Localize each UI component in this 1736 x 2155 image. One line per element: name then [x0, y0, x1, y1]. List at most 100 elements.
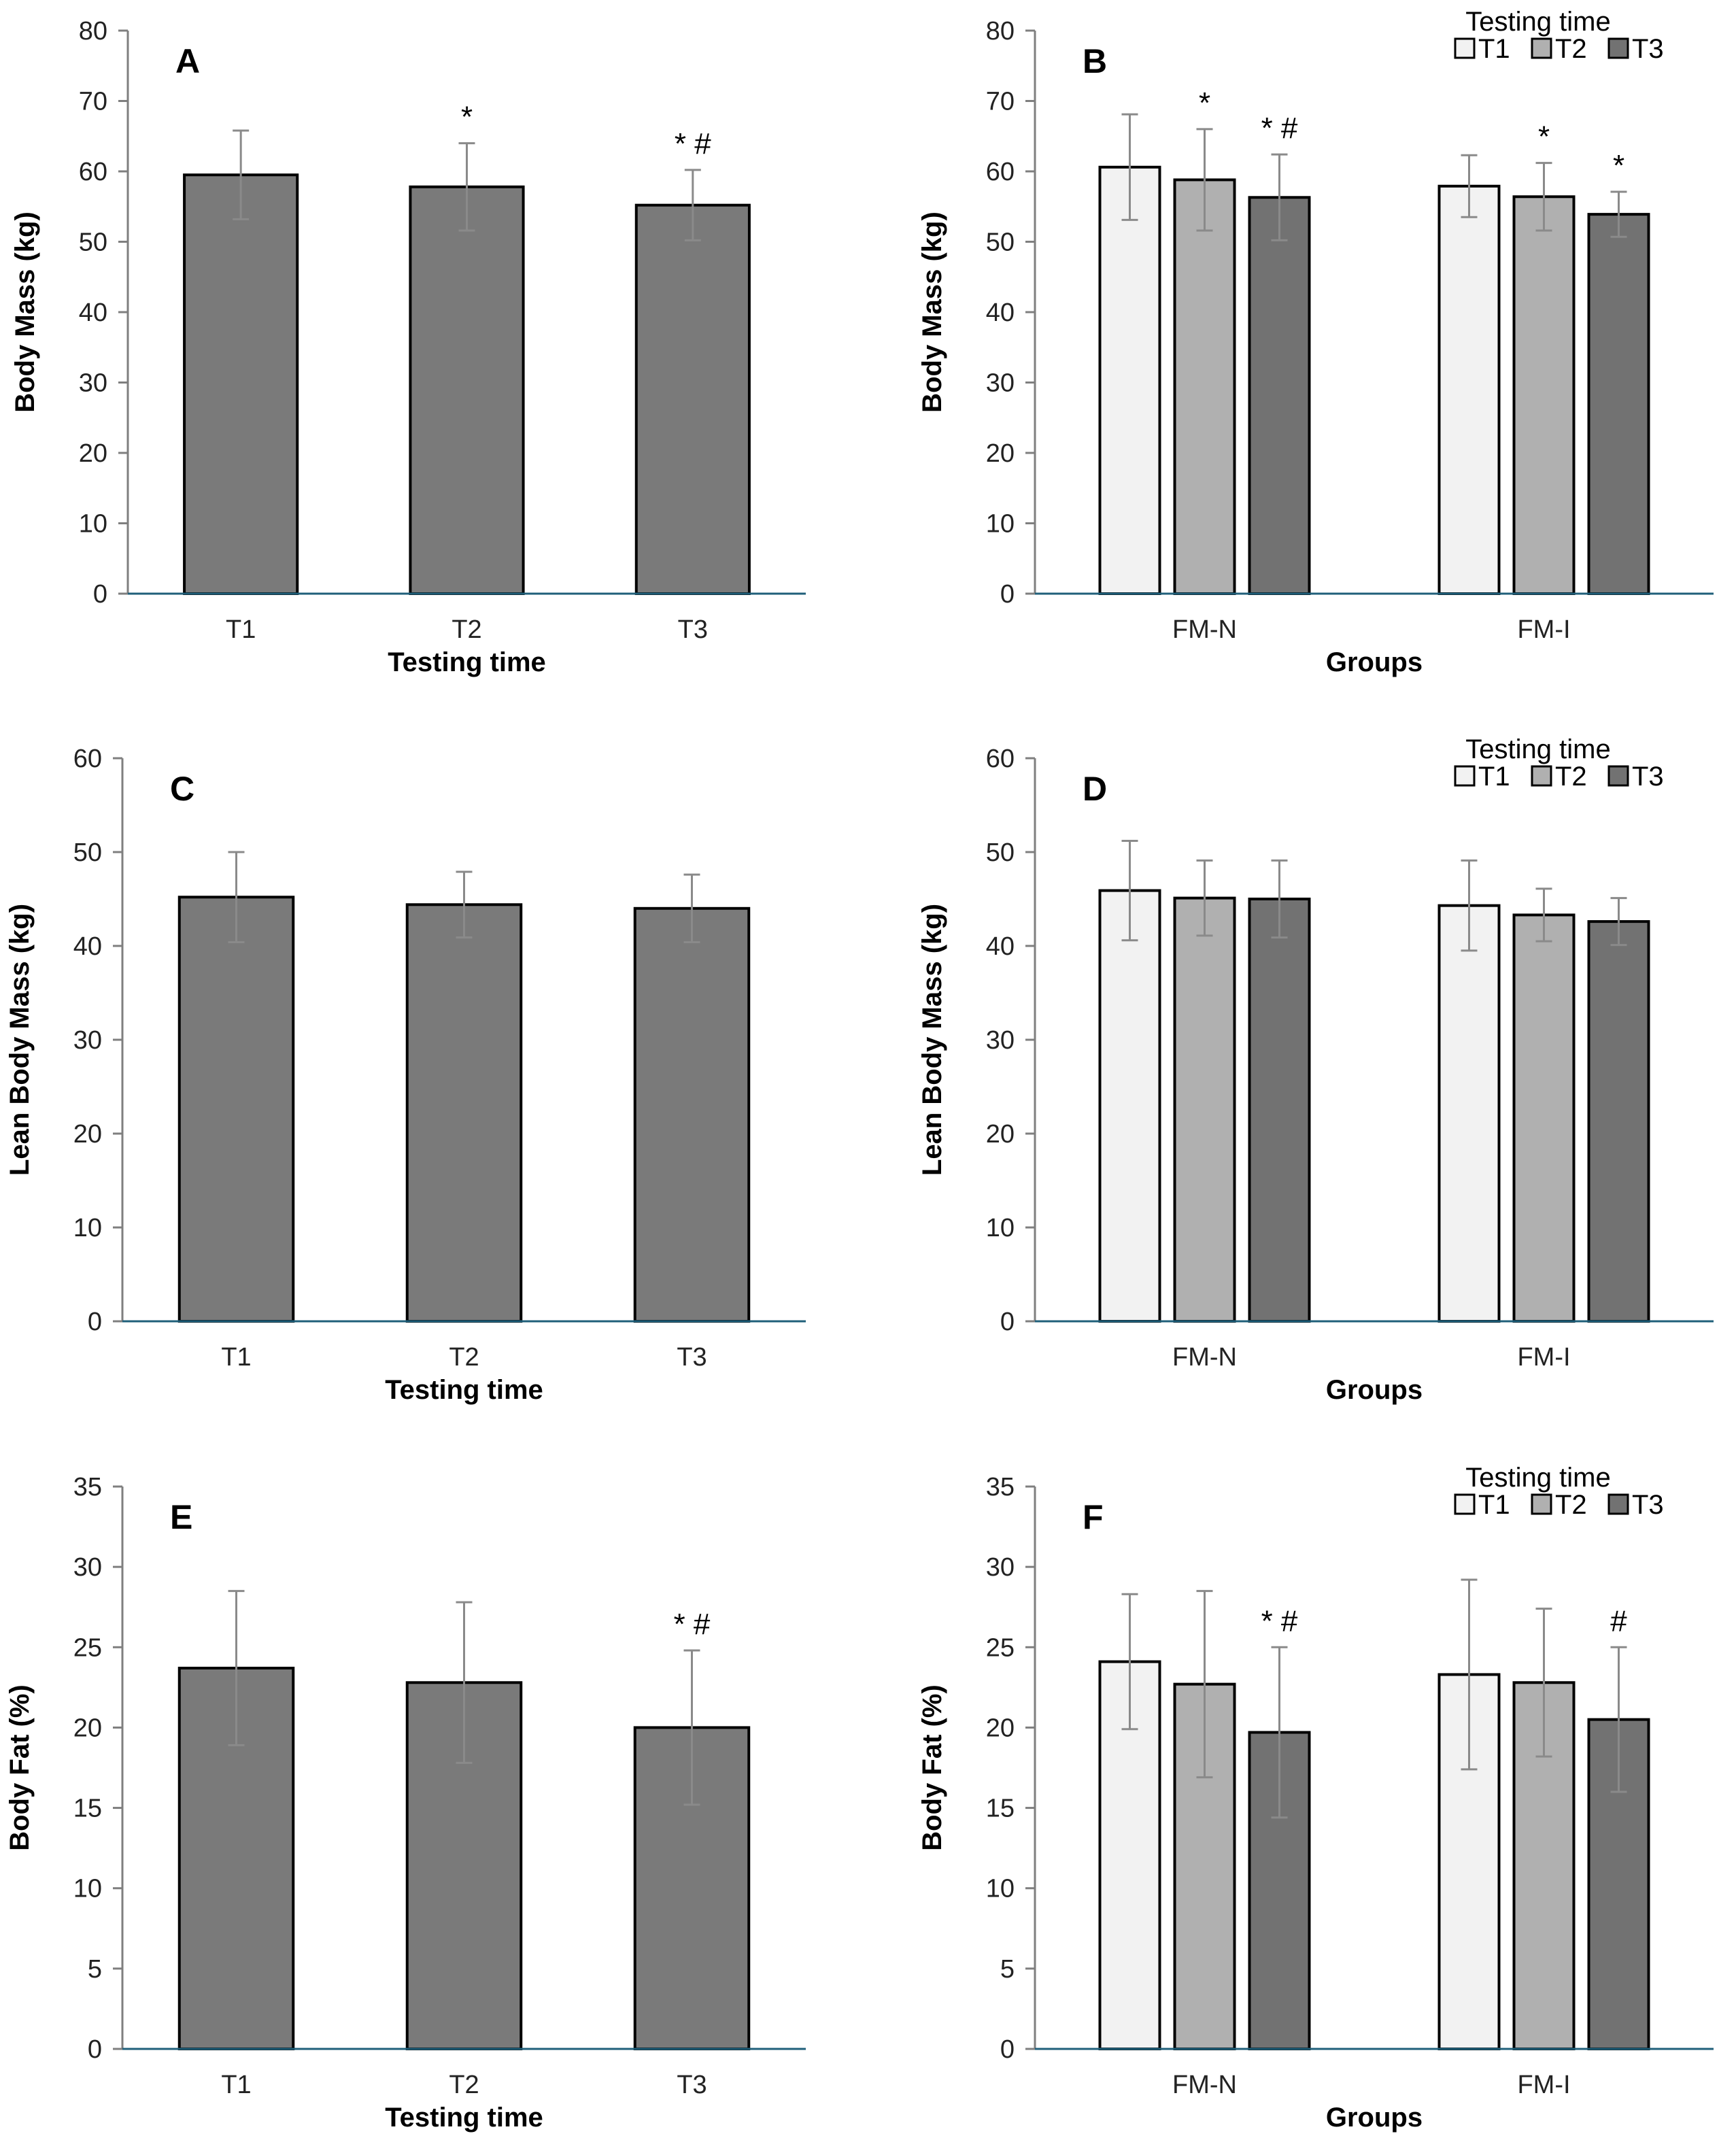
y-tick-label: 10: [73, 1875, 102, 1903]
x-axis-title: Testing time: [385, 2103, 543, 2133]
x-axis-title: Groups: [1326, 647, 1423, 677]
bar-t3: [634, 203, 751, 595]
panel-e: 0 5 10 15 20 25 30 35 Body Fat (%) E T1 T2 * # T3 Test…: [5, 1473, 806, 2133]
y-tick-label: 15: [73, 1795, 102, 1823]
legend-label-t1: T1: [1478, 34, 1510, 64]
x-tick-label: FM-N: [1172, 2071, 1237, 2099]
legend-label-t2: T2: [1555, 1490, 1587, 1520]
panel-d: 0 10 20 30 40 50 60 Lean Body Mass (kg) D FM-N FM-…: [917, 734, 1714, 1405]
y-tick-label: 70: [79, 88, 107, 116]
panel-letter: F: [1083, 1498, 1104, 1536]
y-tick-label: 20: [73, 1120, 102, 1149]
significance-label: *: [1538, 120, 1550, 154]
bar-fm-n-t3: [1248, 898, 1311, 1323]
legend-label-t3: T3: [1632, 34, 1664, 64]
legend-swatch-t1: [1454, 37, 1476, 59]
y-tick-label: 50: [986, 838, 1015, 867]
bar-fm-i-t2: [1512, 195, 1576, 595]
y-tick-label: 80: [79, 17, 107, 46]
panel-a: 0 10 20 30 40 50 60 70 80 Body Mass (kg) A T1 * T2 * #…: [10, 17, 806, 677]
y-tick-label: 60: [73, 745, 102, 773]
y-tick-label: 0: [1000, 2035, 1015, 2064]
legend-title: Testing time: [1465, 734, 1610, 764]
bar-fm-i-t3: [1587, 920, 1650, 1323]
x-tick-label: T2: [449, 2071, 479, 2099]
y-tick-label: 60: [986, 158, 1015, 186]
bar-fm-n-t2: [1173, 896, 1236, 1323]
legend-swatch-t3: [1607, 1493, 1629, 1515]
bar-fm-i-t1: [1437, 184, 1501, 595]
x-tick-label: FM-I: [1517, 1343, 1570, 1372]
legend-swatch-t2: [1531, 1493, 1552, 1515]
panel-b: 0 10 20 30 40 50 60 70 80 Body Mass (kg) B * * # FM-N…: [917, 7, 1714, 677]
y-tick-label: 30: [986, 369, 1015, 398]
y-tick-label: 5: [88, 1955, 102, 1984]
y-tick-label: 50: [73, 838, 102, 867]
y-axis-title: Lean Body Mass (kg): [917, 904, 947, 1176]
bar-fm-n-t1: [1098, 889, 1161, 1323]
y-tick-label: 60: [986, 745, 1015, 773]
x-axis-title: Testing time: [385, 1375, 543, 1405]
legend-label-t1: T1: [1478, 762, 1510, 792]
panel-letter: C: [170, 770, 194, 808]
y-tick-label: 30: [986, 1026, 1015, 1055]
x-axis-title: Testing time: [388, 647, 546, 677]
legend-swatch-t3: [1607, 765, 1629, 787]
y-tick-label: 0: [93, 580, 107, 609]
y-tick-label: 40: [986, 299, 1015, 327]
x-tick-label: T1: [221, 2071, 251, 2099]
y-axis-title: Body Mass (kg): [10, 211, 40, 413]
y-tick-label: 25: [73, 1633, 102, 1662]
bar-t3: [633, 906, 751, 1323]
y-tick-label: 10: [986, 510, 1015, 539]
x-tick-label: T2: [452, 615, 481, 644]
y-axis-title: Lean Body Mass (kg): [5, 904, 35, 1176]
y-axis-title: Body Mass (kg): [917, 211, 947, 413]
bar-t1: [177, 896, 295, 1323]
legend-title: Testing time: [1465, 1463, 1610, 1493]
legend-label-t1: T1: [1478, 1490, 1510, 1520]
significance-label: *: [461, 101, 473, 134]
y-tick-label: 15: [986, 1795, 1015, 1823]
legend-label-t3: T3: [1632, 762, 1664, 792]
x-tick-label: FM-I: [1517, 2071, 1570, 2099]
bar-fm-i-t1: [1437, 904, 1501, 1323]
y-tick-label: 80: [986, 17, 1015, 46]
panel-letter: A: [175, 42, 200, 80]
legend-swatch-t3: [1607, 37, 1629, 59]
y-tick-label: 0: [1000, 580, 1015, 609]
x-tick-label: T3: [677, 2071, 707, 2099]
bar-fm-n-t1: [1098, 165, 1161, 596]
x-tick-label: T2: [449, 1343, 479, 1372]
y-tick-label: 0: [1000, 1308, 1015, 1336]
y-tick-label: 10: [986, 1214, 1015, 1242]
panel-letter: B: [1083, 42, 1107, 80]
y-tick-label: 10: [79, 510, 107, 539]
significance-label: * #: [1261, 1604, 1298, 1638]
x-tick-label: T3: [677, 1343, 707, 1372]
y-tick-label: 40: [986, 932, 1015, 961]
bar-t2: [409, 185, 525, 595]
y-tick-label: 20: [986, 439, 1015, 468]
x-tick-label: T1: [221, 1343, 251, 1372]
bar-fm-n-t3: [1248, 196, 1311, 596]
y-tick-label: 20: [73, 1714, 102, 1742]
legend-swatch-t1: [1454, 1493, 1476, 1515]
y-tick-label: 10: [986, 1875, 1015, 1903]
significance-label: *: [1199, 86, 1210, 120]
y-tick-label: 70: [986, 88, 1015, 116]
x-axis-title: Groups: [1326, 1375, 1423, 1405]
y-tick-label: 30: [986, 1553, 1015, 1582]
panel-f: 0 5 10 15 20 25 30 35 Body Fat (%) F * # FM-N # FM-I T…: [917, 1463, 1714, 2133]
legend-swatch-t1: [1454, 765, 1476, 787]
legend-swatch-t2: [1531, 765, 1552, 787]
y-tick-label: 20: [79, 439, 107, 468]
x-tick-label: FM-N: [1172, 1343, 1237, 1372]
y-tick-label: 10: [73, 1214, 102, 1242]
legend-label-t3: T3: [1632, 1490, 1664, 1520]
y-tick-label: 20: [986, 1120, 1015, 1149]
